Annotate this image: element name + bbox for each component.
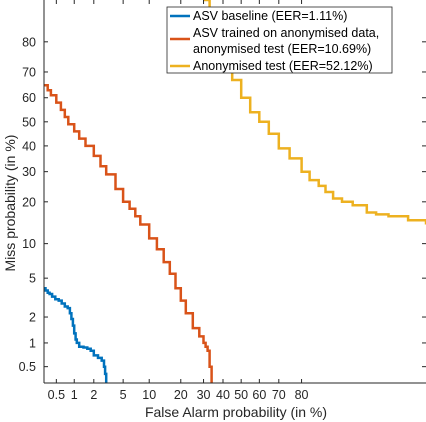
x-tick-label-80: 80 (295, 388, 309, 402)
y-tick-label-30: 30 (22, 165, 36, 179)
x-tick-label-30: 30 (197, 388, 211, 402)
x-tick-label-2: 2 (90, 388, 97, 402)
x-tick-label-40: 40 (216, 388, 230, 402)
y-tick-label-10: 10 (22, 237, 36, 251)
x-axis-title: False Alarm probability (in %) (145, 404, 327, 420)
legend-label-anonymised-trained: ASV trained on anonymised data, anonymise… (193, 26, 379, 56)
x-tick-label-5: 5 (120, 388, 127, 402)
x-tick-label-60: 60 (252, 388, 266, 402)
axes (43, 0, 426, 384)
y-tick-label-40: 40 (22, 139, 36, 153)
y-tick-label-2: 2 (29, 311, 36, 325)
y-tick-label-50: 50 (22, 115, 36, 129)
y-tick-label-1: 1 (29, 336, 36, 350)
x-tick-label-50: 50 (234, 388, 248, 402)
x-tick-label-20: 20 (174, 388, 188, 402)
y-tick-label-20: 20 (22, 195, 36, 209)
legend-label-asv-baseline: ASV baseline (EER=1.11%) (193, 9, 347, 23)
y-tick-label-70: 70 (22, 65, 36, 79)
legend-box (166, 6, 393, 74)
legend: ASV baseline (EER=1.11%) ASV trained on … (166, 6, 393, 74)
legend-label-anonymised-test: Anonymised test (EER=52.12%) (193, 59, 373, 73)
x-tick-label-0.5: 0.5 (48, 388, 65, 402)
x-tick-label-10: 10 (142, 388, 156, 402)
legend-label-line-1: ASV trained on anonymised data, (193, 26, 379, 40)
y-tick-label-80: 80 (22, 35, 36, 49)
y-tick-label-5: 5 (29, 272, 36, 286)
y-axis-title: Miss probability (in %) (2, 135, 18, 272)
y-tick-label-60: 60 (22, 91, 36, 105)
anonymised-trained-curve (44, 83, 213, 383)
legend-label-line-2: anonymised test (EER=10.69%) (193, 42, 371, 56)
x-tick-label-1: 1 (71, 388, 78, 402)
asv-baseline-curve (44, 286, 108, 383)
x-ticks: 0.5 1 2 5 10 20 30 40 50 60 70 80 (48, 0, 309, 402)
y-tick-label-0.5: 0.5 (19, 360, 36, 374)
y-ticks: 0.5 1 2 5 10 20 30 40 50 60 70 80 (19, 35, 426, 374)
x-tick-label-70: 70 (272, 388, 286, 402)
